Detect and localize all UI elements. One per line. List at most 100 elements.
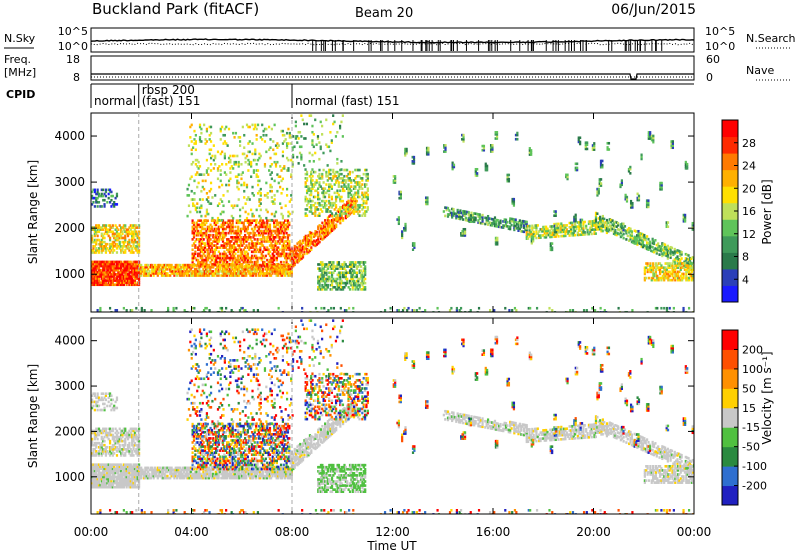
power-cell bbox=[219, 253, 221, 256]
power-cell bbox=[599, 216, 601, 219]
power-cell bbox=[457, 209, 459, 212]
power-cell bbox=[235, 161, 237, 164]
power-cell bbox=[274, 180, 276, 183]
power-cell bbox=[195, 148, 197, 151]
power-cell bbox=[224, 134, 226, 137]
power-cell bbox=[317, 192, 319, 195]
power-cell bbox=[113, 249, 115, 252]
power-cell bbox=[333, 307, 335, 310]
power-cell bbox=[330, 307, 332, 310]
power-cell bbox=[108, 197, 110, 200]
power-cell bbox=[245, 211, 247, 214]
power-cell bbox=[279, 202, 281, 205]
power-cell bbox=[209, 238, 211, 241]
power-cell bbox=[257, 169, 259, 172]
power-cell bbox=[673, 307, 675, 310]
power-cell bbox=[132, 251, 134, 254]
power-cell bbox=[227, 190, 229, 193]
power-cell bbox=[97, 189, 99, 192]
power-cell bbox=[218, 202, 220, 205]
power-cell bbox=[579, 136, 581, 139]
power-cell bbox=[318, 173, 320, 176]
power-cell bbox=[617, 307, 619, 310]
power-cell bbox=[240, 177, 242, 180]
power-cell bbox=[239, 209, 241, 212]
power-cell bbox=[643, 234, 645, 237]
power-cell bbox=[207, 265, 209, 268]
power-cell bbox=[323, 169, 325, 172]
power-cell bbox=[674, 248, 676, 251]
power-cell bbox=[103, 237, 105, 240]
power-cell bbox=[221, 184, 223, 187]
power-cell bbox=[97, 235, 99, 238]
power-cell bbox=[306, 171, 308, 174]
power-cell bbox=[322, 152, 324, 155]
cpid-segment-label: normal (fast) 151 bbox=[295, 94, 399, 108]
power-cell bbox=[321, 125, 323, 128]
power-cell bbox=[204, 242, 206, 245]
power-cell bbox=[315, 143, 317, 146]
power-cell bbox=[264, 163, 266, 166]
power-cell bbox=[228, 184, 230, 187]
power-cell bbox=[282, 151, 284, 154]
power-cell bbox=[276, 161, 278, 164]
power-cell bbox=[348, 307, 350, 310]
power-cell bbox=[251, 142, 253, 145]
power-cell bbox=[200, 140, 202, 143]
power-cell bbox=[314, 171, 316, 174]
power-cell bbox=[256, 138, 258, 141]
power-cell bbox=[301, 307, 303, 310]
power-cell bbox=[346, 169, 348, 172]
power-cell bbox=[267, 196, 269, 199]
power-cell bbox=[594, 309, 596, 312]
power-cell bbox=[286, 194, 288, 197]
power-cell bbox=[300, 145, 302, 148]
nave-tick-high: 60 bbox=[706, 53, 720, 66]
power-cell bbox=[508, 309, 510, 312]
power-cell bbox=[221, 200, 223, 203]
power-cell bbox=[206, 192, 208, 195]
power-cell bbox=[321, 222, 323, 225]
power-cell bbox=[233, 204, 235, 207]
nsearch-line bbox=[91, 43, 694, 44]
power-cell bbox=[265, 134, 267, 137]
power-cell bbox=[481, 214, 483, 217]
power-cell bbox=[199, 124, 201, 127]
power-cell bbox=[202, 180, 204, 183]
power-cell bbox=[460, 307, 462, 310]
power-cell bbox=[193, 221, 195, 224]
power-cell bbox=[313, 145, 315, 148]
power-cell bbox=[666, 307, 668, 310]
power-cell bbox=[413, 309, 415, 312]
power-cell bbox=[289, 132, 291, 135]
power-cell bbox=[345, 309, 347, 312]
power-cell bbox=[352, 307, 354, 310]
power-cell bbox=[300, 135, 302, 138]
power-cell bbox=[400, 191, 402, 194]
power-cell bbox=[242, 126, 244, 129]
power-cell bbox=[306, 177, 308, 180]
power-cell bbox=[109, 237, 111, 240]
power-cell bbox=[253, 194, 255, 197]
power-cell bbox=[191, 124, 193, 127]
power-cell bbox=[361, 183, 363, 186]
power-cell bbox=[200, 215, 202, 218]
freq-tick-high: 18 bbox=[66, 53, 80, 66]
power-cell bbox=[238, 173, 240, 176]
power-cell bbox=[332, 169, 334, 172]
power-cell bbox=[141, 307, 143, 310]
power-cell bbox=[256, 209, 258, 212]
power-cell bbox=[278, 182, 280, 185]
power-cell bbox=[511, 309, 513, 312]
power-cell bbox=[302, 119, 304, 122]
power-cell bbox=[340, 173, 342, 176]
power-cell bbox=[313, 160, 315, 163]
power-cell bbox=[364, 278, 366, 281]
power-cell bbox=[220, 138, 222, 141]
power-cell bbox=[271, 163, 273, 166]
power-cell bbox=[210, 202, 212, 205]
power-cell bbox=[494, 216, 496, 219]
power-cell bbox=[299, 240, 301, 243]
power-cell bbox=[247, 213, 249, 216]
power-cell bbox=[207, 173, 209, 176]
